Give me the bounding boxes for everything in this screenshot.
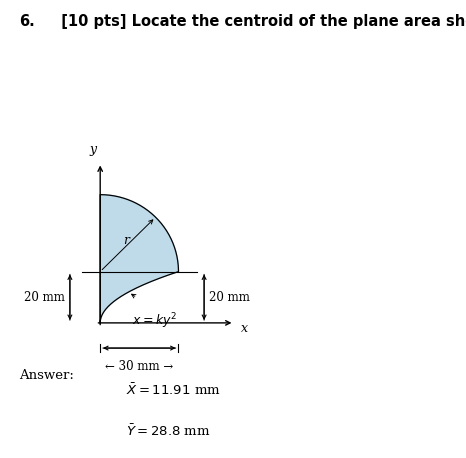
Text: $\bar{X}=11.91$ mm: $\bar{X}=11.91$ mm — [126, 382, 221, 398]
Text: $\bar{Y}=28.8$ mm: $\bar{Y}=28.8$ mm — [126, 424, 210, 439]
Polygon shape — [100, 195, 178, 323]
Text: 6.: 6. — [19, 14, 34, 29]
Text: 20 mm: 20 mm — [209, 291, 250, 304]
Text: y: y — [89, 143, 97, 156]
Text: 20 mm: 20 mm — [24, 291, 65, 304]
Text: [10 pts] Locate the centroid of the plane area shown.: [10 pts] Locate the centroid of the plan… — [51, 14, 466, 29]
Text: x: x — [241, 322, 248, 335]
Text: r: r — [123, 234, 129, 247]
Text: Answer:: Answer: — [19, 369, 74, 382]
Text: $x = ky^2$: $x = ky^2$ — [132, 311, 178, 331]
Text: ← 30 mm →: ← 30 mm → — [105, 360, 173, 372]
